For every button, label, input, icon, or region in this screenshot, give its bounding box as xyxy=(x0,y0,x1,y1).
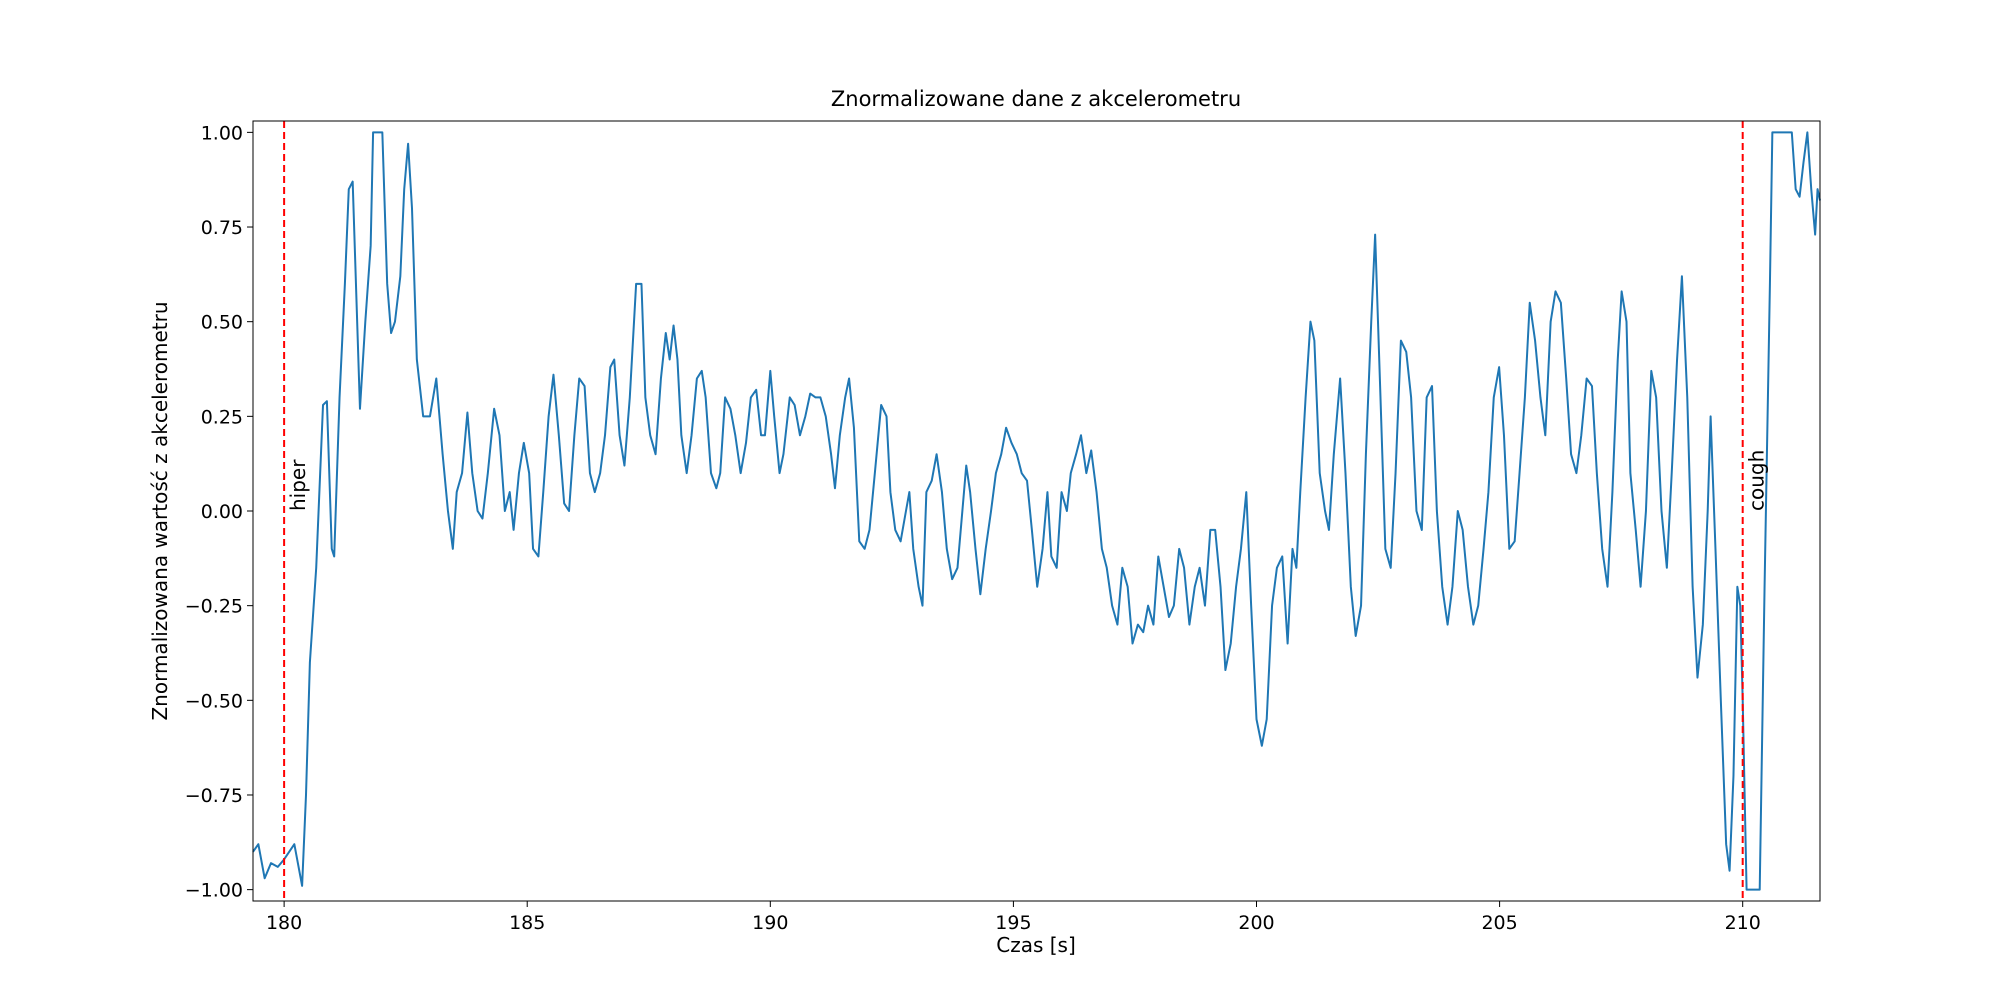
x-tick-label: 190 xyxy=(752,912,788,934)
data-line xyxy=(252,131,1821,891)
plot-frame xyxy=(252,120,1821,902)
x-tick-label: 200 xyxy=(1238,912,1274,934)
y-axis-label: Znormalizowana wartość z akcelerometru xyxy=(148,301,172,720)
y-tick-label: −0.75 xyxy=(185,785,243,807)
y-tick-label: 0.50 xyxy=(201,312,243,334)
x-tick-label: 210 xyxy=(1725,912,1761,934)
y-tick-label: 0.25 xyxy=(201,406,243,428)
y-tick-label: 0.75 xyxy=(201,217,243,239)
x-tick-label: 185 xyxy=(509,912,545,934)
y-tick-label: −0.25 xyxy=(185,596,243,618)
x-tick-label: 180 xyxy=(266,912,302,934)
chart-title: Znormalizowane dane z akcelerometru xyxy=(831,87,1241,111)
event-label: hiper xyxy=(286,459,310,511)
y-tick-label: 1.00 xyxy=(201,122,243,144)
x-axis-label: Czas [s] xyxy=(996,933,1076,957)
y-tick-label: −0.50 xyxy=(185,690,243,712)
x-tick-label: 195 xyxy=(995,912,1031,934)
event-label: cough xyxy=(1745,450,1769,511)
x-tick-label: 205 xyxy=(1481,912,1517,934)
y-tick-label: −1.00 xyxy=(185,880,243,902)
y-tick-label: 0.00 xyxy=(201,501,243,523)
